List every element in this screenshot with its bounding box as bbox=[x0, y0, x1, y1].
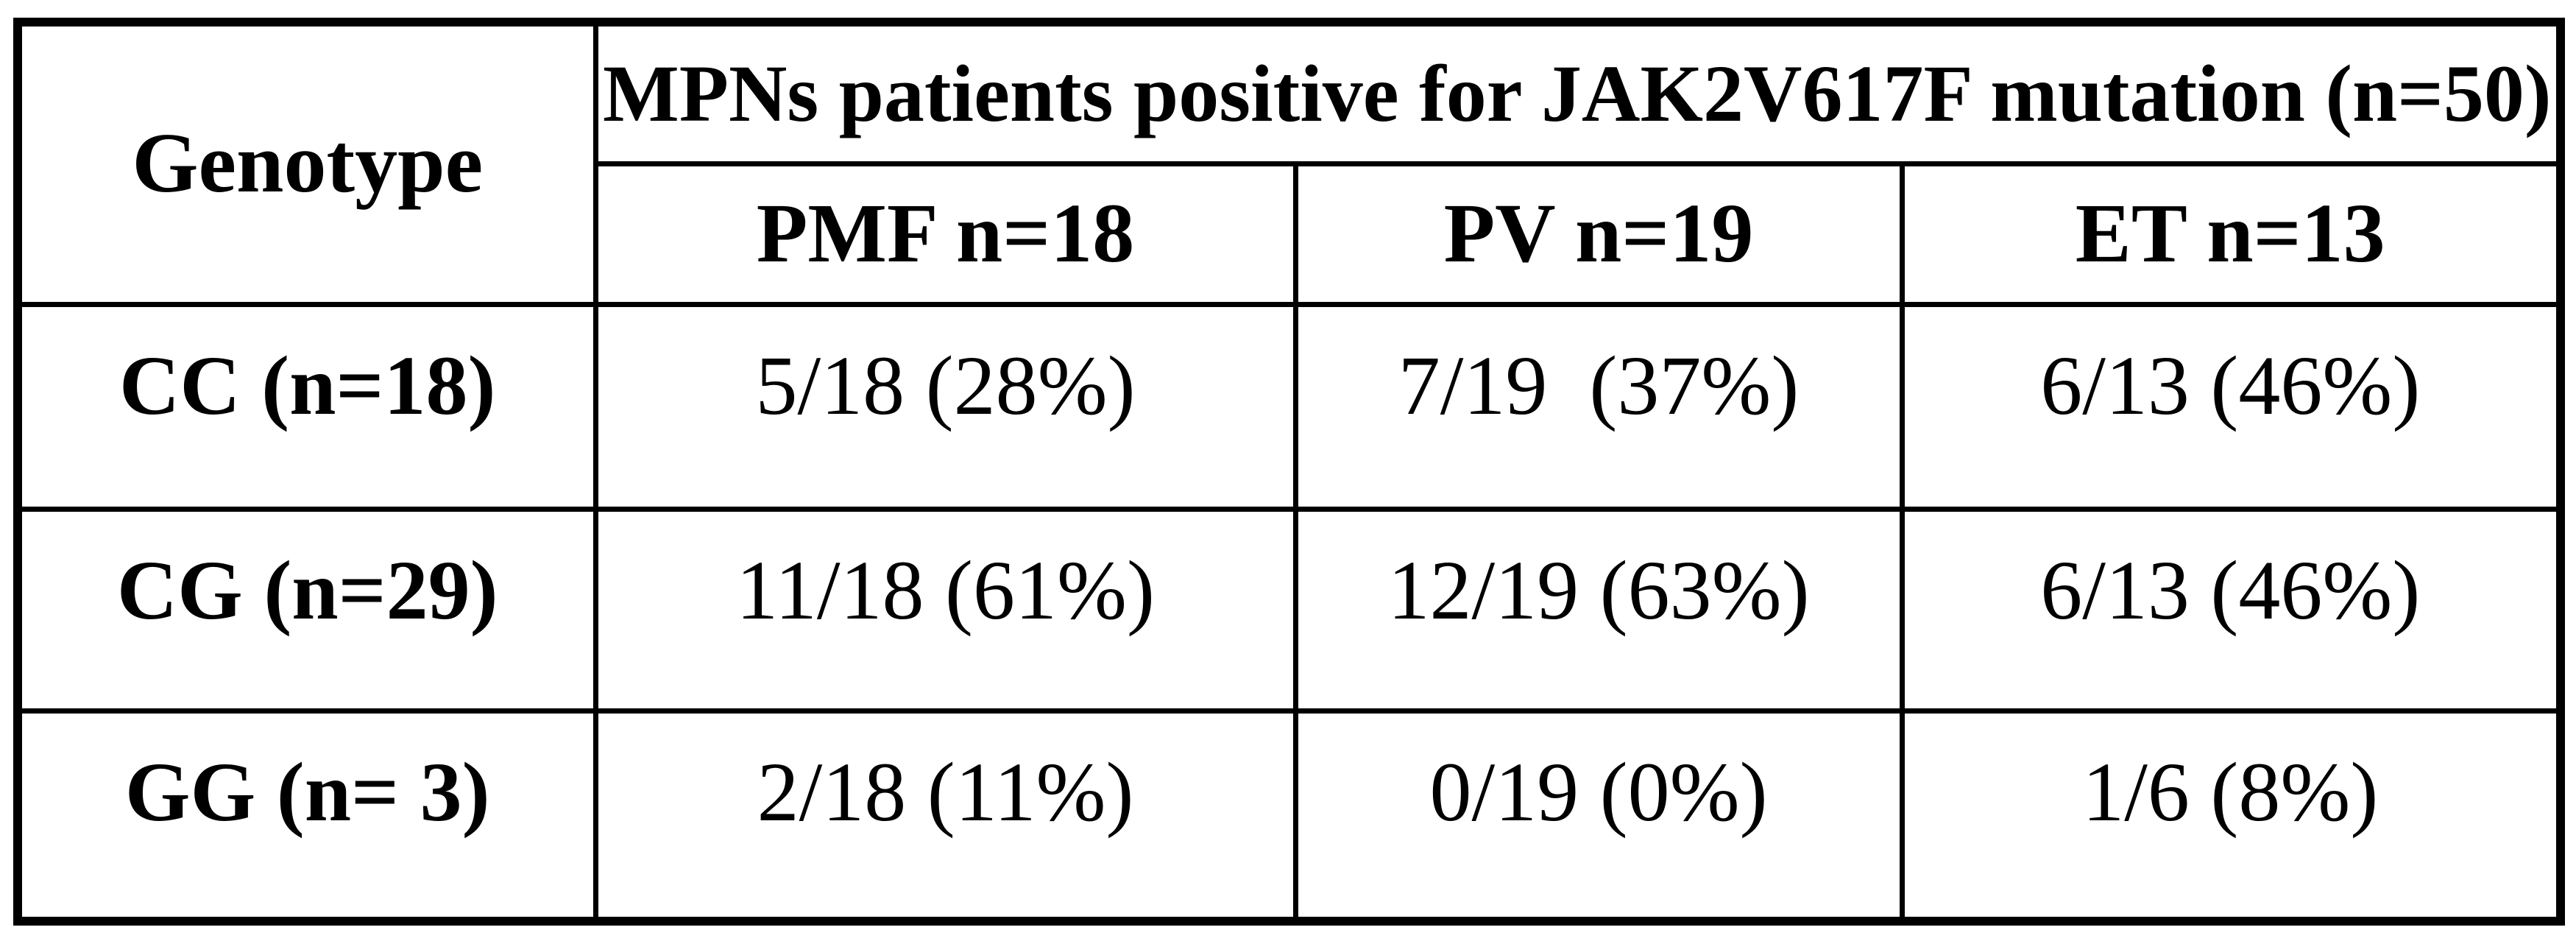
table-cell-cg-et: 6/13 (46%) bbox=[1899, 506, 2563, 714]
row-label-cc: CC (n=18) bbox=[15, 301, 598, 512]
row-label-cg: CG (n=29) bbox=[15, 506, 598, 714]
column-header-et: ET n=13 bbox=[1899, 161, 2563, 307]
corner-header-genotype: Genotype bbox=[15, 19, 598, 307]
table-cell-cc-pmf: 5/18 (28%) bbox=[592, 301, 1298, 512]
table-cell-gg-pmf: 2/18 (11%) bbox=[592, 708, 1298, 924]
table-row-cc: CC (n=18) 5/18 (28%) 7/19 (37%) 6/13 (46… bbox=[15, 301, 2563, 512]
row-label-gg: GG (n= 3) bbox=[15, 708, 598, 924]
column-header-row: PMF n=18 PV n=19 ET n=13 bbox=[18, 161, 2563, 307]
table-cell-cg-pv: 12/19 (63%) bbox=[1292, 506, 1905, 714]
column-header-pmf: PMF n=18 bbox=[592, 161, 1298, 307]
table-row-cg: CG (n=29) 11/18 (61%) 12/19 (63%) 6/13 (… bbox=[15, 506, 2563, 714]
genotype-mutation-table: Genotype MPNs patients positive for JAK2… bbox=[13, 18, 2565, 926]
column-header-pv: PV n=19 bbox=[1292, 161, 1905, 307]
group-header-row: Genotype MPNs patients positive for JAK2… bbox=[15, 19, 2563, 307]
table-row-gg: GG (n= 3) 2/18 (11%) 0/19 (0%) 1/6 (8%) bbox=[15, 708, 2563, 924]
table-cell-cc-pv: 7/19 (37%) bbox=[1292, 301, 1905, 512]
table-cell-cc-et: 6/13 (46%) bbox=[1899, 301, 2563, 512]
table-cell-gg-et: 1/6 (8%) bbox=[1899, 708, 2563, 924]
group-header-mpns: MPNs patients positive for JAK2V617F mut… bbox=[592, 19, 2563, 166]
table-cell-gg-pv: 0/19 (0%) bbox=[1292, 708, 1905, 924]
table-cell-cg-pmf: 11/18 (61%) bbox=[592, 506, 1298, 714]
